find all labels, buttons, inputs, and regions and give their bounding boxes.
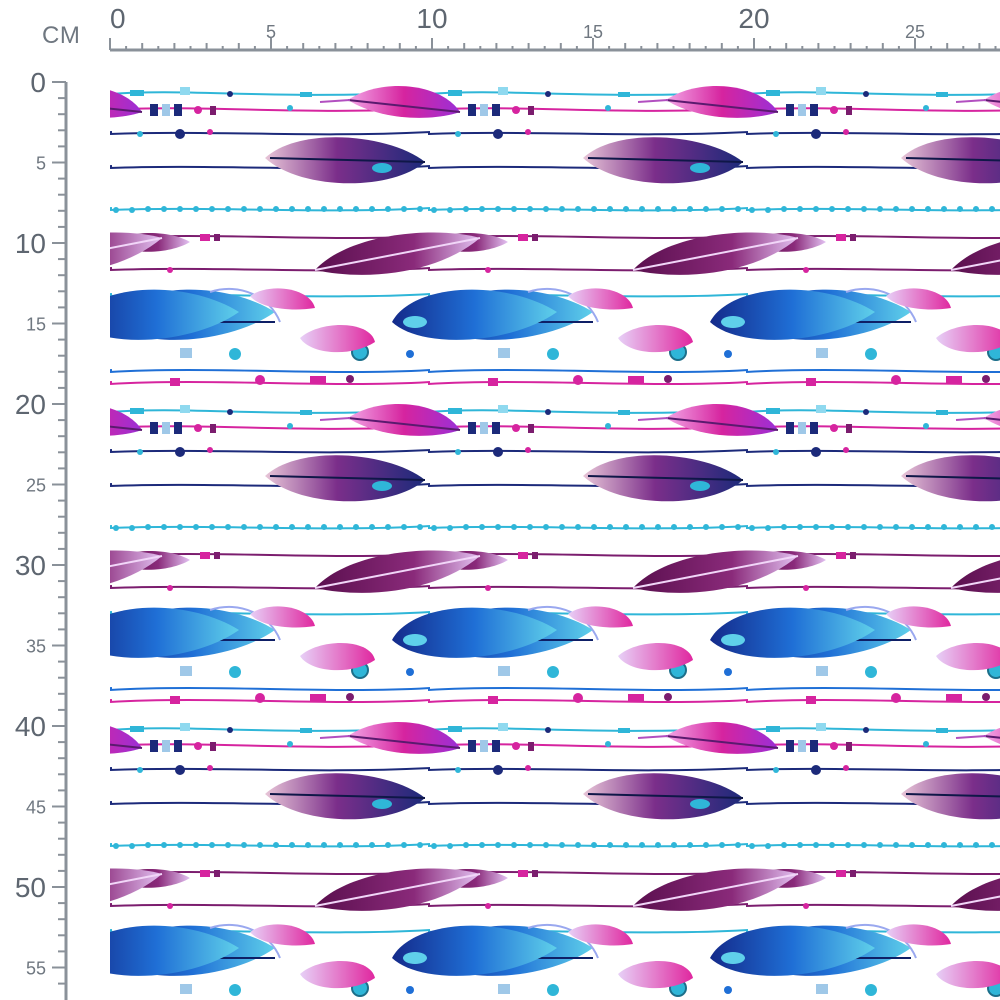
top-ruler-label: 15 bbox=[583, 22, 603, 42]
left-ruler-label: 55 bbox=[26, 959, 46, 979]
left-ruler-label: 25 bbox=[26, 476, 46, 496]
top-ruler-label: 0 bbox=[110, 3, 126, 34]
fabric-pattern-svg bbox=[110, 82, 1000, 1000]
top-ruler-label: 5 bbox=[266, 22, 276, 42]
left-ruler-label: 35 bbox=[26, 637, 46, 657]
top-ruler-label: 20 bbox=[738, 3, 769, 34]
left-ruler-label: 10 bbox=[15, 228, 46, 259]
left-ruler-ticks: 0 5 10 15 20 25 30 35 40 45 50 55 bbox=[15, 67, 66, 985]
left-ruler-label: 20 bbox=[15, 389, 46, 420]
left-ruler-label: 30 bbox=[15, 550, 46, 581]
top-ruler-label: 25 bbox=[905, 22, 925, 42]
top-ruler-label: 10 bbox=[416, 3, 447, 34]
left-ruler-label: 0 bbox=[30, 67, 46, 98]
ruler-unit-label: CM bbox=[42, 22, 81, 49]
left-ruler-label: 15 bbox=[26, 315, 46, 335]
left-ruler-label: 45 bbox=[26, 798, 46, 818]
top-ruler-ticks: 0 5 10 15 20 25 bbox=[109, 3, 997, 50]
top-ruler: 0 5 10 15 20 25 bbox=[109, 3, 1000, 52]
left-ruler-label: 5 bbox=[36, 154, 46, 174]
left-ruler-label: 40 bbox=[15, 711, 46, 742]
fabric-pattern bbox=[110, 82, 1000, 1000]
left-ruler-label: 50 bbox=[15, 872, 46, 903]
fabric-print bbox=[110, 82, 1000, 1000]
left-ruler: 0 5 10 15 20 25 30 35 40 45 50 55 bbox=[15, 67, 68, 1000]
